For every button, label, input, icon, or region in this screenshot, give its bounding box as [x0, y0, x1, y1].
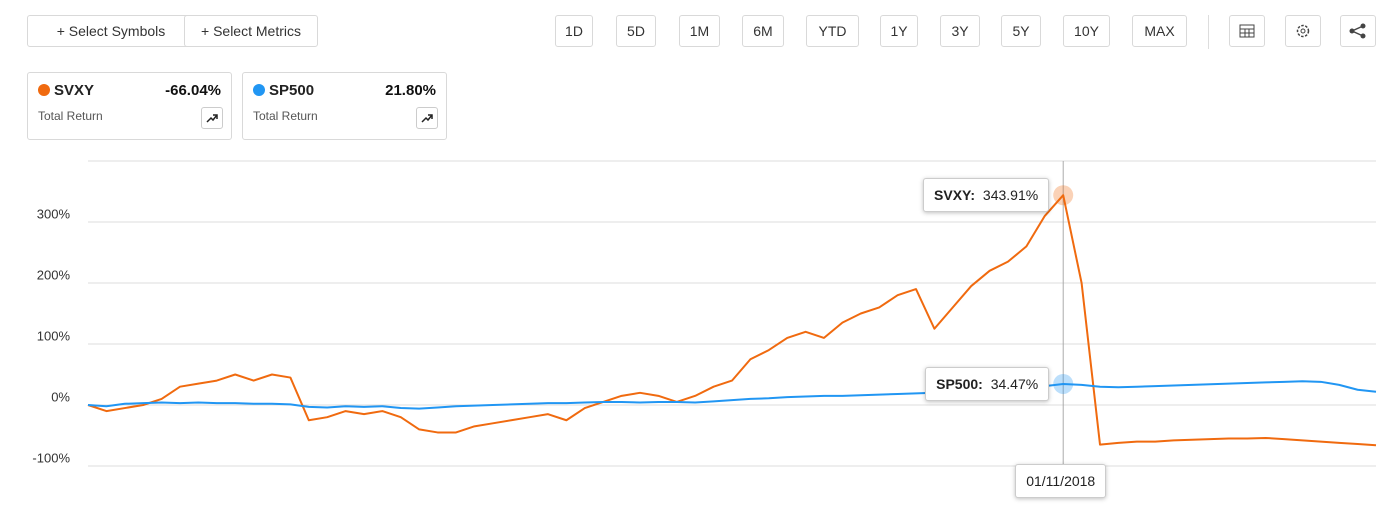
y-tick-label: 100% [37, 328, 71, 343]
range-button[interactable]: 5D [616, 15, 656, 47]
range-button[interactable]: MAX [1132, 15, 1187, 47]
legend-label: SP500 [269, 82, 315, 99]
metric-label: Total Return [253, 109, 318, 123]
chart-icon [201, 107, 223, 129]
range-button[interactable]: 1M [679, 15, 720, 47]
legend-dot [38, 84, 50, 96]
range-button[interactable]: 1D [555, 15, 593, 47]
range-button[interactable]: YTD [806, 15, 859, 47]
legend-label: SVXY [54, 82, 95, 99]
hover-halo [1053, 185, 1074, 206]
share-button[interactable] [1340, 15, 1376, 47]
trend-icon [421, 114, 433, 123]
y-tick-label: 200% [37, 267, 71, 282]
settings-button[interactable] [1285, 15, 1321, 47]
y-tick-label: 300% [37, 206, 71, 221]
series-line [87, 380, 1377, 410]
tooltip-series: SP500 [936, 376, 983, 392]
legend-name: SP500 [253, 82, 314, 99]
legend-card[interactable]: SVXY -66.04% Total Return [27, 72, 232, 140]
tooltip-value: 343.91% [979, 187, 1039, 204]
legend-dot [253, 84, 265, 96]
hover-halo [1053, 373, 1074, 394]
metric-label: Total Return [38, 109, 103, 123]
divider [1208, 15, 1209, 49]
tooltip-date: 01/11/2018 [1015, 464, 1107, 498]
table-button[interactable] [1229, 15, 1265, 47]
select-button[interactable]: + Select Symbols [27, 15, 195, 47]
total-return: -66.04% [165, 82, 221, 99]
legend-card[interactable]: SP500 21.80% Total Return [242, 72, 447, 140]
range-button[interactable]: 3Y [940, 15, 980, 47]
range-button[interactable]: 6M [742, 15, 784, 47]
range-button[interactable]: 5Y [1001, 15, 1041, 47]
y-tick-label: -100% [32, 450, 70, 465]
legend-name: SVXY [38, 82, 94, 99]
tooltip-value: 34.47% [986, 375, 1039, 392]
range-button[interactable]: 1Y [880, 15, 918, 47]
y-tick-label: 0% [51, 389, 70, 404]
tooltip-series: SVXY [934, 187, 975, 203]
total-return: 21.80% [385, 82, 436, 99]
range-button[interactable]: 10Y [1063, 15, 1110, 47]
select-button[interactable]: + Select Metrics [184, 15, 318, 47]
tooltip: SVXY 343.91% [923, 178, 1050, 213]
trend-icon [206, 114, 218, 123]
series-line [87, 194, 1377, 447]
tooltip: SP500 34.47% [925, 366, 1050, 401]
chart-icon [416, 107, 438, 129]
